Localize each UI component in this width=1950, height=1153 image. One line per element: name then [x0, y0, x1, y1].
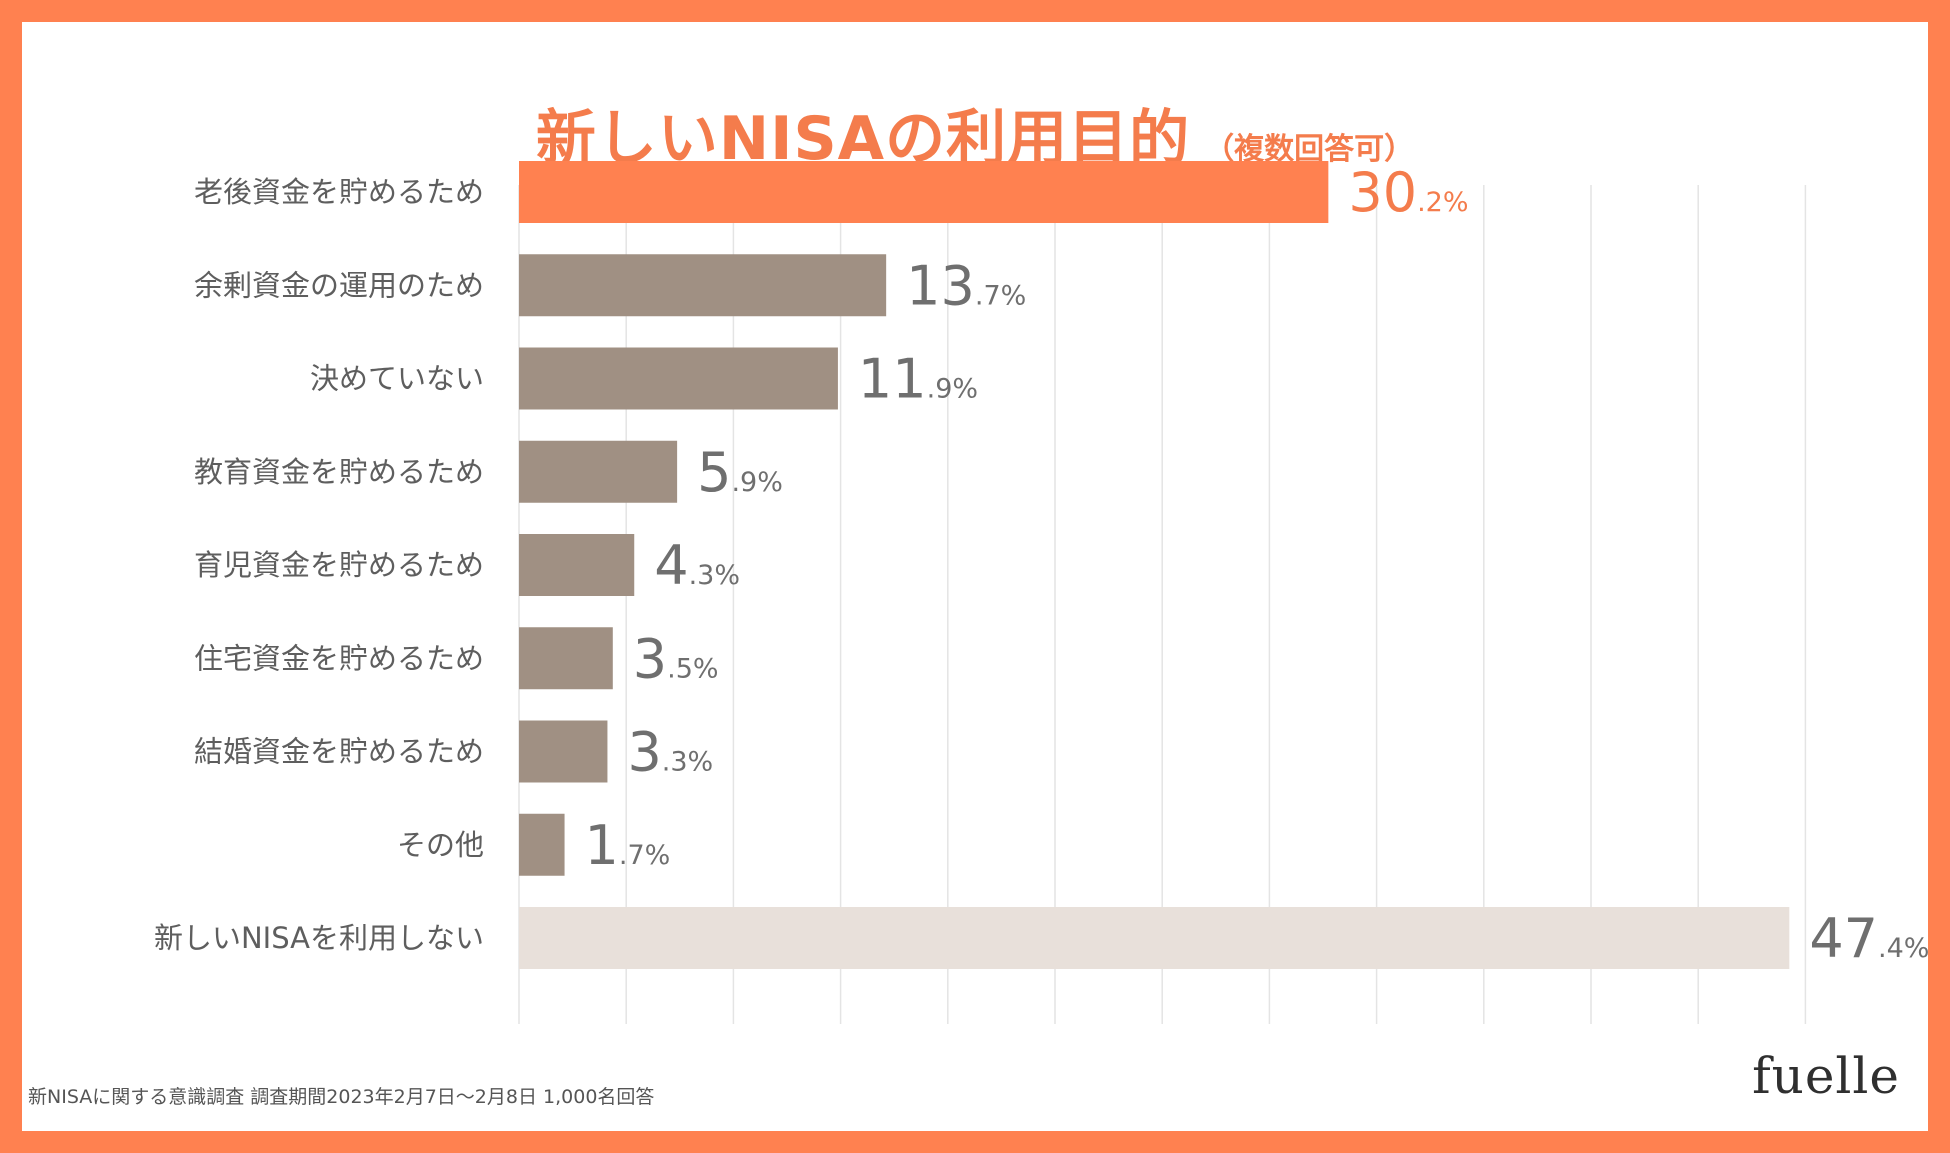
category-label: 余剰資金の運用のため [194, 268, 484, 302]
category-label: 決めていない [310, 362, 484, 396]
value-label: 3.3% [627, 721, 713, 784]
footnote: 新NISAに関する意識調査 調査期間2023年2月7日〜2月8日 1,000名回… [28, 1086, 655, 1108]
value-label: 5.9% [697, 441, 783, 504]
value-label-integer: 5 [697, 441, 731, 504]
value-label-integer: 3 [633, 627, 667, 690]
bar [519, 534, 635, 596]
bar [519, 627, 613, 690]
value-label-decimal: .3% [662, 747, 713, 778]
chart-card: 新しいNISAの利用目的 （複数回答可） 老後資金を貯めるため 30.2% 余剰資金の… [22, 22, 1928, 1131]
value-label-integer: 1 [585, 814, 619, 877]
value-label-integer: 3 [627, 721, 661, 784]
value-label-decimal: .3% [689, 560, 740, 591]
bar [519, 813, 565, 876]
value-label: 47.4% [1809, 907, 1928, 970]
value-label-decimal: .7% [619, 840, 670, 871]
value-label-integer: 30 [1348, 161, 1417, 224]
bar [519, 161, 1329, 223]
value-label-decimal: .2% [1417, 187, 1468, 218]
value-label: 1.7% [585, 814, 671, 877]
value-label-integer: 47 [1809, 907, 1878, 970]
category-label: 新しいNISAを利用しない [154, 921, 484, 955]
value-label-integer: 4 [654, 534, 688, 597]
value-label: 3.5% [633, 627, 719, 690]
category-label: 教育資金を貯めるため [194, 455, 484, 489]
category-label: 住宅資金を貯めるため [194, 641, 484, 675]
value-label-decimal: .5% [667, 653, 718, 684]
bar-chart: 老後資金を貯めるため 30.2%余剰資金の運用のため 13.7%決めていない 11.9… [154, 161, 1928, 1024]
value-label-decimal: .4% [1878, 933, 1928, 964]
brand-logo: fuelle [1752, 1047, 1900, 1105]
category-label: その他 [397, 828, 484, 862]
category-label: 老後資金を貯めるため [194, 175, 484, 209]
bar [519, 254, 887, 317]
category-label: 結婚資金を貯めるため [194, 735, 484, 769]
value-label: 30.2% [1348, 161, 1468, 224]
bar [519, 907, 1790, 969]
bar [519, 440, 678, 503]
value-label-decimal: .7% [975, 280, 1026, 311]
value-label: 11.9% [858, 348, 978, 411]
value-label-decimal: .9% [927, 374, 978, 405]
value-label-decimal: .9% [731, 467, 782, 498]
value-label-integer: 11 [858, 348, 927, 411]
category-label: 育児資金を貯めるため [194, 548, 484, 582]
bar [519, 347, 838, 410]
value-label-integer: 13 [906, 254, 975, 317]
bar [519, 720, 608, 783]
value-label: 13.7% [906, 254, 1026, 317]
value-label: 4.3% [654, 534, 740, 597]
